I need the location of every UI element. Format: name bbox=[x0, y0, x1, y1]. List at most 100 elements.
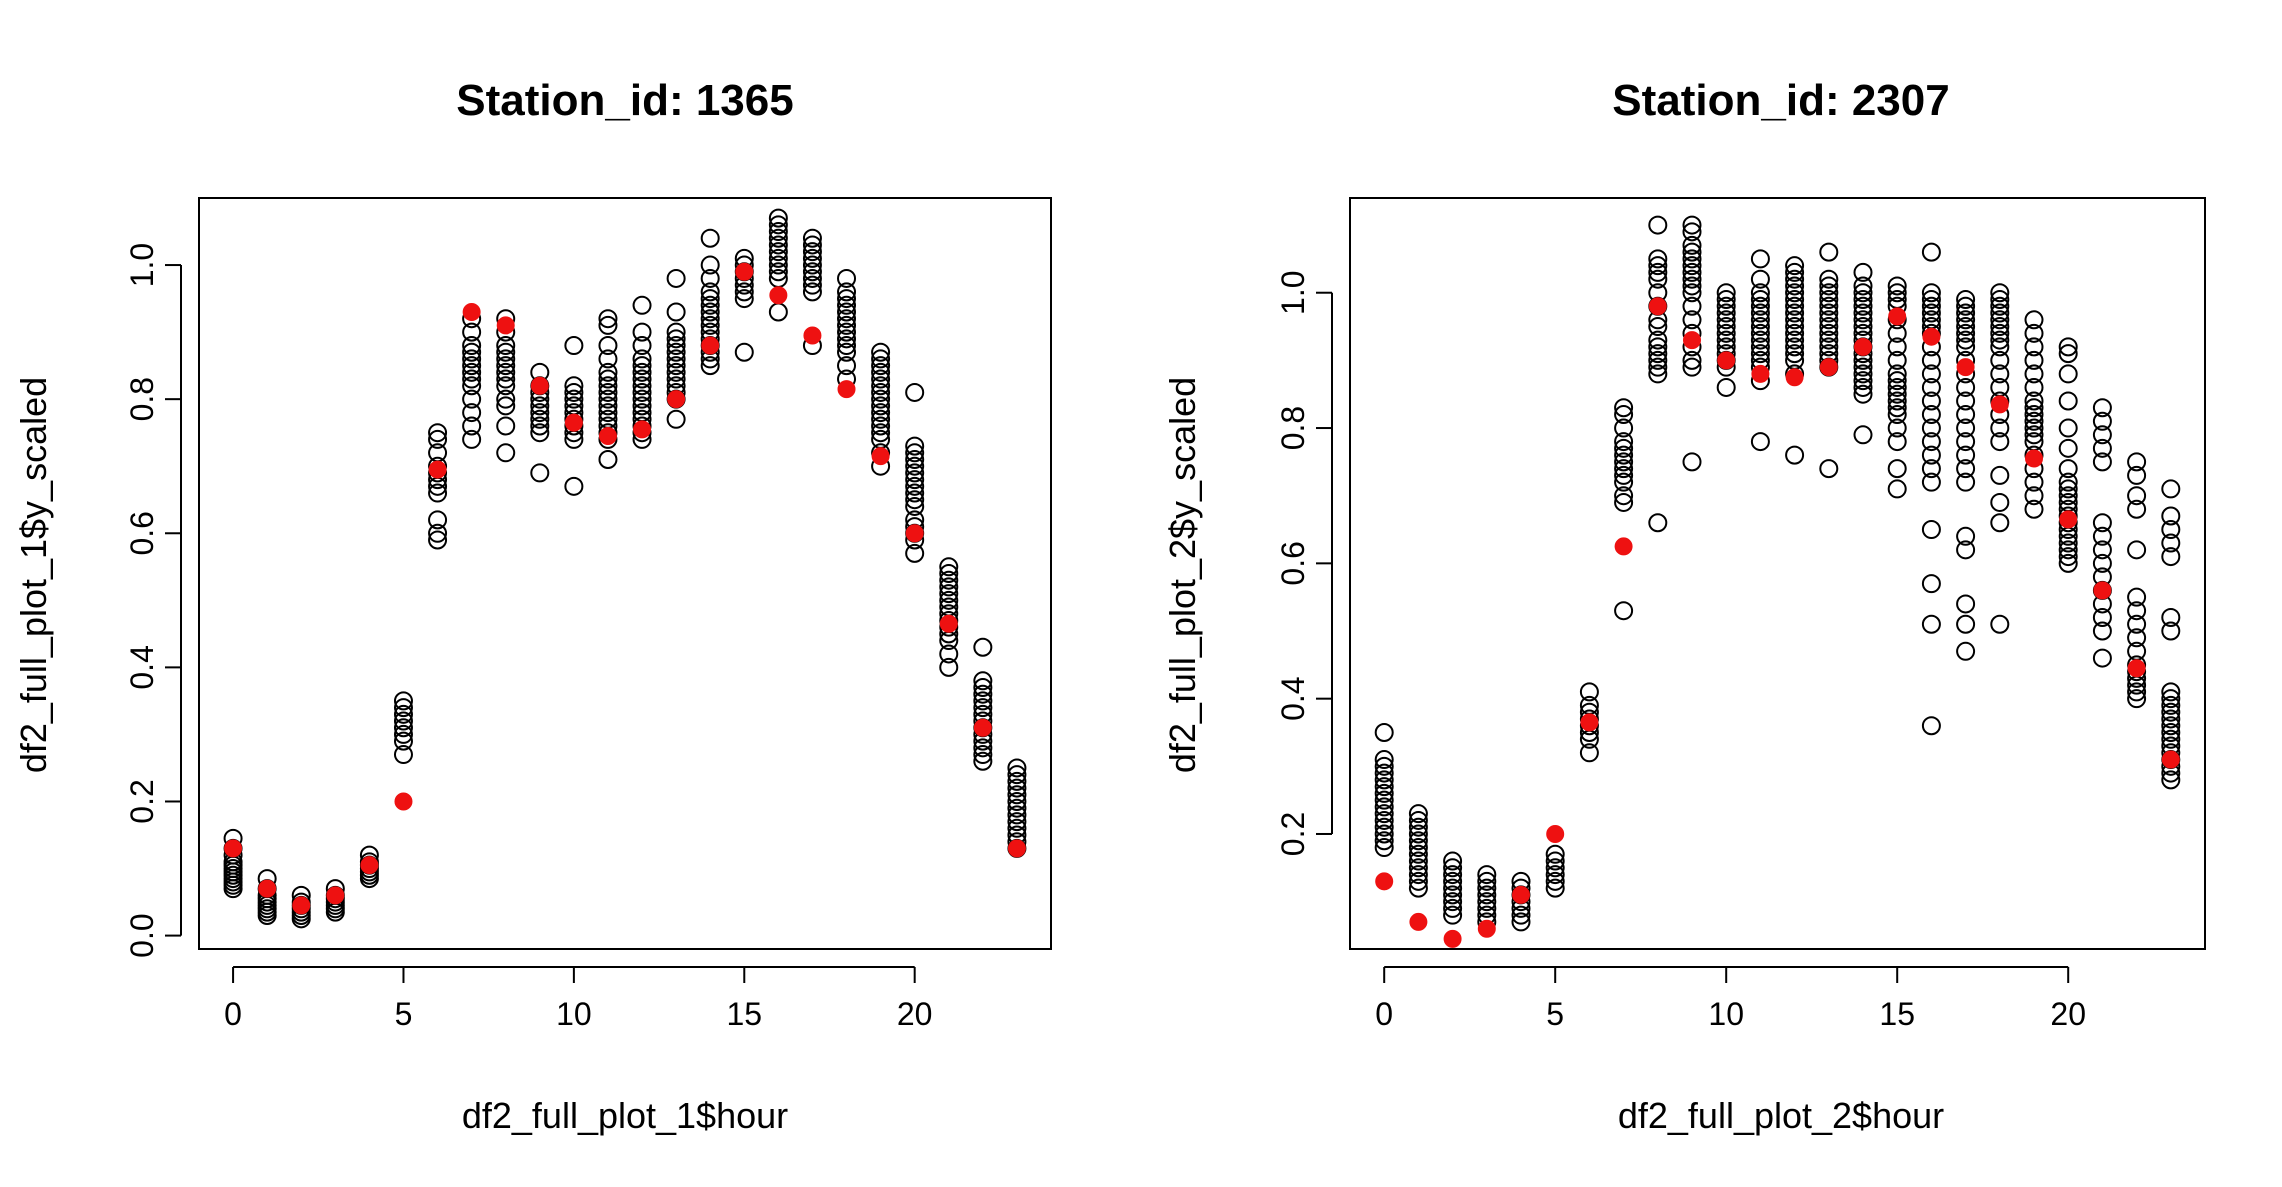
observation-point bbox=[632, 336, 652, 356]
observation-point bbox=[1682, 276, 1702, 296]
observation-point bbox=[2058, 533, 2078, 553]
observation-point bbox=[1750, 303, 1770, 323]
observation-point bbox=[973, 684, 993, 704]
observation-point bbox=[1443, 898, 1463, 918]
observation-point bbox=[1921, 289, 1941, 309]
observation-point bbox=[496, 369, 516, 389]
observation-point bbox=[1990, 614, 2010, 634]
observation-point bbox=[1614, 432, 1634, 452]
observation-point bbox=[1921, 459, 1941, 479]
observation-point bbox=[1007, 778, 1027, 798]
observation-point bbox=[1785, 256, 1805, 276]
observation-point bbox=[1682, 310, 1702, 330]
observation-point bbox=[2024, 411, 2044, 431]
observation-point bbox=[1819, 283, 1839, 303]
chart-title: Station_id: 2307 bbox=[1612, 76, 1949, 125]
observation-point bbox=[734, 282, 754, 302]
x-tick-label: 0 bbox=[224, 996, 242, 1032]
mean-point bbox=[1007, 839, 1026, 858]
observation-point bbox=[871, 369, 891, 389]
mean-point bbox=[667, 390, 686, 409]
observation-point bbox=[1408, 804, 1428, 824]
observation-point bbox=[2058, 418, 2078, 438]
mean-point bbox=[428, 460, 447, 479]
x-tick-label: 15 bbox=[726, 996, 762, 1032]
observation-point bbox=[1853, 262, 1873, 282]
mean-point bbox=[530, 376, 549, 395]
observation-point bbox=[462, 356, 482, 376]
x-tick-label: 0 bbox=[1375, 996, 1393, 1032]
observation-point bbox=[1374, 831, 1394, 851]
observation-point bbox=[666, 369, 686, 389]
observation-point bbox=[1648, 350, 1668, 370]
observation-point bbox=[1853, 364, 1873, 384]
observation-point bbox=[1579, 743, 1599, 763]
observation-point bbox=[1921, 432, 1941, 452]
observation-point bbox=[632, 349, 652, 369]
observation-point bbox=[1853, 283, 1873, 303]
observation-point bbox=[2058, 438, 2078, 458]
chart-title: Station_id: 1365 bbox=[456, 76, 793, 125]
observation-point bbox=[1716, 317, 1736, 337]
observation-point bbox=[2024, 364, 2044, 384]
mean-point bbox=[1546, 824, 1565, 843]
observation-point bbox=[1648, 269, 1668, 289]
observation-point bbox=[939, 557, 959, 577]
observation-point bbox=[1716, 296, 1736, 316]
mean-point bbox=[2127, 659, 2146, 678]
observation-point bbox=[905, 490, 925, 510]
observation-point bbox=[2161, 479, 2181, 499]
observation-point bbox=[1956, 641, 1976, 661]
observation-point bbox=[564, 336, 584, 356]
observation-point bbox=[2161, 729, 2181, 749]
observation-point bbox=[1648, 249, 1668, 269]
observation-point bbox=[2058, 364, 2078, 384]
mean-point bbox=[2161, 750, 2180, 769]
observation-point bbox=[564, 382, 584, 402]
observation-point bbox=[1785, 323, 1805, 343]
observation-point bbox=[1990, 350, 2010, 370]
observation-point bbox=[462, 403, 482, 423]
observation-point bbox=[2058, 547, 2078, 567]
observation-point bbox=[1682, 222, 1702, 242]
observation-point bbox=[2024, 323, 2044, 343]
observation-point bbox=[1511, 912, 1531, 932]
observation-point bbox=[837, 336, 857, 356]
observation-point bbox=[1408, 871, 1428, 891]
observation-point bbox=[1374, 763, 1394, 783]
observation-point bbox=[1682, 235, 1702, 255]
observation-point bbox=[1921, 472, 1941, 492]
y-tick-label: 1.0 bbox=[124, 243, 160, 287]
observation-point bbox=[393, 731, 413, 751]
observation-point bbox=[1853, 377, 1873, 397]
observation-point bbox=[1374, 838, 1394, 858]
observation-point bbox=[2058, 472, 2078, 492]
observation-point bbox=[837, 289, 857, 309]
observation-point bbox=[1819, 459, 1839, 479]
y-axis: 0.0 0.2 0.4 0.6 0.8 1.0 bbox=[124, 243, 182, 958]
observation-point bbox=[1921, 242, 1941, 262]
observation-point bbox=[1374, 770, 1394, 790]
observation-point bbox=[496, 376, 516, 396]
observation-point bbox=[1408, 878, 1428, 898]
observation-point bbox=[802, 282, 822, 302]
observation-point bbox=[598, 396, 618, 416]
observation-point bbox=[1374, 824, 1394, 844]
observation-point bbox=[700, 309, 720, 329]
observation-point bbox=[1819, 317, 1839, 337]
observation-point bbox=[632, 382, 652, 402]
observation-point bbox=[564, 476, 584, 496]
observation-point bbox=[632, 396, 652, 416]
observation-point bbox=[1545, 871, 1565, 891]
observation-point bbox=[734, 342, 754, 362]
data-points bbox=[1374, 215, 2181, 948]
observation-point bbox=[1785, 310, 1805, 330]
observation-point bbox=[1443, 892, 1463, 912]
observation-point bbox=[1956, 540, 1976, 560]
observation-point bbox=[1648, 262, 1668, 282]
observation-point bbox=[2024, 418, 2044, 438]
observation-point bbox=[1785, 303, 1805, 323]
observation-point bbox=[1682, 242, 1702, 262]
observation-point bbox=[2161, 520, 2181, 540]
observation-point bbox=[1990, 492, 2010, 512]
